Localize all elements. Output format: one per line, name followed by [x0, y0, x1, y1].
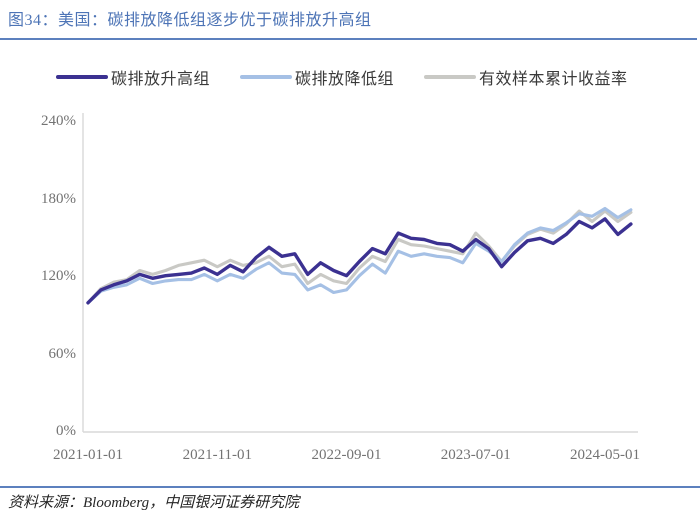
legend-item-valid-sample-return: 有效样本累计收益率	[424, 65, 628, 89]
series-line-emission-down-group	[86, 206, 633, 305]
x-tick-label-2022-09-01: 2022-09-01	[311, 447, 382, 463]
title-divider-line	[0, 38, 697, 40]
y-tick-label-60: 60%	[48, 345, 77, 362]
y-axis-tick-labels: 0% 60% 120% 180% 240%	[0, 95, 76, 480]
x-tick-label-2021-11-01: 2021-11-01	[182, 447, 253, 463]
x-tick-label-2023-07-01: 2023-07-01	[440, 447, 511, 463]
line-chart-plot-area: 0% 60% 120% 180% 240% 2021-01-01 2021-11-01 20…	[0, 95, 700, 480]
y-tick-label-240: 240%	[41, 113, 76, 129]
x-tick-label-2021-01-01: 2021-01-01	[53, 447, 123, 463]
x-tick-label-2024-05-01: 2024-05-01	[570, 447, 640, 463]
chart-legend: 碳排放升高组 碳排放降低组 有效样本累计收益率	[56, 66, 700, 88]
legend-label-emission-up: 碳排放升高组	[111, 71, 211, 88]
y-tick-label-180: 180%	[41, 190, 76, 207]
legend-line-swatch-emission-down	[240, 75, 293, 79]
line-chart-canvas	[82, 113, 638, 433]
footer-divider-line	[0, 486, 700, 488]
legend-item-emission-up-group: 碳排放升高组	[56, 65, 210, 89]
legend-line-swatch-emission-up	[56, 75, 108, 79]
legend-label-emission-down: 碳排放降低组	[295, 71, 395, 88]
data-source-note: 资料来源：Bloomberg，中国银河证券研究院	[8, 495, 300, 511]
series-line-emission-up-group	[86, 217, 633, 305]
legend-item-emission-down-group: 碳排放降低组	[240, 65, 394, 89]
y-tick-label-120: 120%	[41, 268, 76, 284]
legend-line-swatch-valid-sample	[424, 75, 477, 79]
legend-label-valid-sample: 有效样本累计收益率	[479, 71, 628, 88]
y-tick-label-0: 0%	[56, 423, 76, 439]
figure-title: 图34：美国：碳排放降低组逐步优于碳排放升高组	[8, 12, 372, 29]
x-axis-tick-labels: 2021-01-01 2021-11-01 2022-09-01 2023-07-01…	[0, 95, 700, 480]
